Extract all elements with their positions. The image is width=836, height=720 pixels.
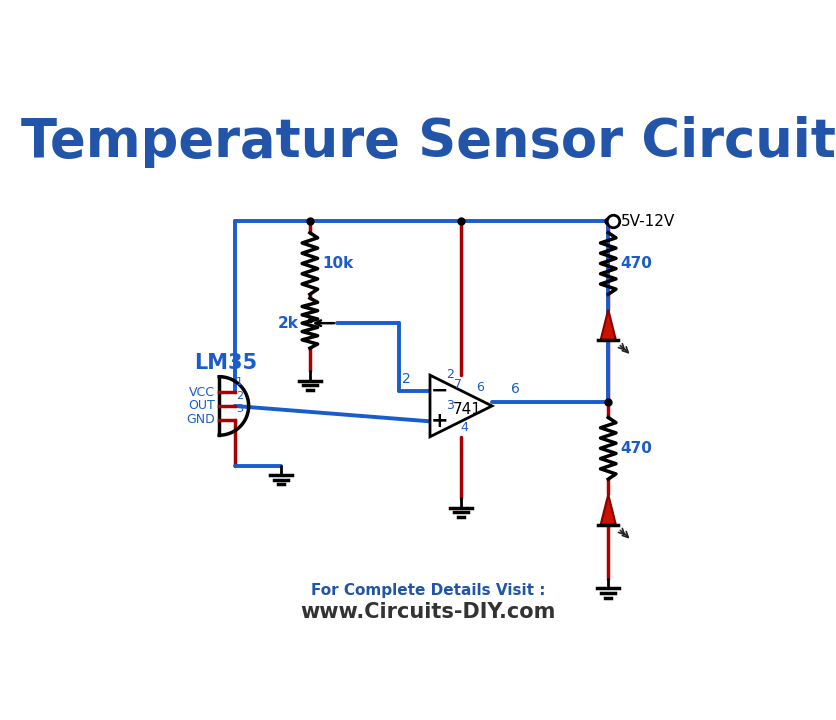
Text: 5V-12V: 5V-12V: [620, 214, 675, 229]
Text: 2: 2: [402, 372, 411, 386]
Polygon shape: [600, 495, 616, 526]
Text: −: −: [431, 381, 448, 400]
Text: GND: GND: [186, 413, 215, 426]
Text: 3: 3: [237, 405, 243, 415]
Polygon shape: [430, 375, 492, 437]
Text: 6: 6: [477, 381, 484, 394]
Text: Temperature Sensor Circuit: Temperature Sensor Circuit: [21, 116, 836, 168]
Text: LM35: LM35: [194, 353, 257, 373]
Text: 470: 470: [620, 441, 653, 456]
Text: 7: 7: [454, 378, 462, 391]
Text: 470: 470: [620, 256, 653, 271]
Text: For Complete Details Visit :: For Complete Details Visit :: [311, 583, 546, 598]
Text: 1: 1: [237, 377, 243, 387]
Text: www.Circuits-DIY.com: www.Circuits-DIY.com: [301, 601, 556, 621]
Text: 741: 741: [453, 402, 482, 418]
Text: VCC: VCC: [189, 386, 215, 399]
Text: 10k: 10k: [322, 256, 354, 271]
Text: OUT: OUT: [188, 400, 215, 413]
Text: 2: 2: [237, 390, 243, 400]
Text: 2: 2: [446, 369, 454, 382]
Text: 4: 4: [460, 420, 468, 433]
Text: 2k: 2k: [278, 315, 298, 330]
Polygon shape: [600, 310, 616, 341]
Text: 3: 3: [446, 399, 454, 412]
Text: +: +: [431, 411, 448, 431]
Text: 6: 6: [511, 382, 520, 396]
